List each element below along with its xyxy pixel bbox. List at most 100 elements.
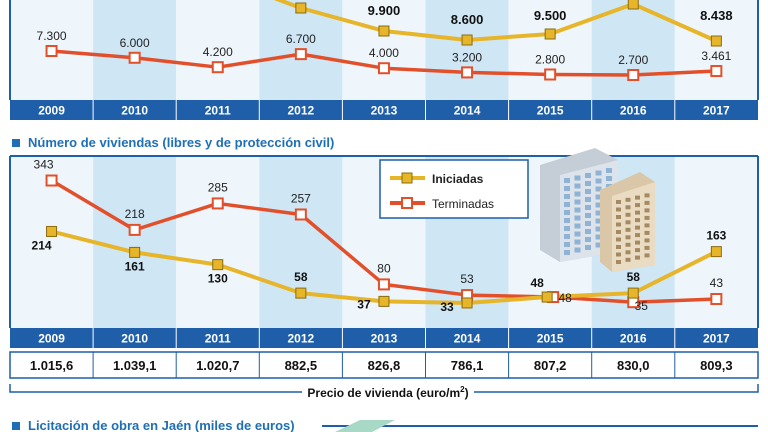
tower-window [585,213,591,218]
data-label-upper: 12.020 [613,0,653,1]
data-point-lower [627,69,640,82]
x-tick-label: 2014 [454,104,481,118]
x-tick-label: 2015 [537,332,564,346]
data-point-iniciadas [212,259,224,271]
tower-window [574,239,581,245]
tower-window [585,221,591,226]
data-point-upper [710,35,722,47]
data-label-lower: 4.000 [369,46,399,60]
data-point-iniciadas [710,246,722,258]
tower-window [595,170,602,176]
beige-tower-window [625,220,631,225]
data-label-iniciadas: 58 [627,270,641,284]
price-value: 1.039,1 [113,358,156,373]
legend-marker-iniciadas [401,172,413,184]
x-tick-label: 2017 [703,332,730,346]
price-caption-text: Precio de vivienda (euro/m [307,386,460,400]
beige-tower-window [635,225,640,230]
price-value: 830,0 [617,358,650,373]
tower-window [574,191,581,197]
data-point-terminadas [710,293,723,306]
tower-window [585,205,591,210]
x-tick-label: 2013 [371,332,398,346]
tower-window [564,226,570,231]
beige-tower-window [644,230,650,235]
x-tick-label: 2012 [287,332,314,346]
tower-window [595,194,602,200]
x-tick-label: 2016 [620,104,647,118]
x-tick-label: 2017 [703,104,730,118]
data-label-iniciadas: 130 [208,272,228,286]
x-tick-label: 2010 [121,104,148,118]
beige-tower-window [644,245,650,250]
data-label-lower: 7.300 [37,29,67,43]
data-label-terminadas: 43 [710,276,724,290]
beige-tower-window [625,205,631,210]
data-label-terminadas: 343 [34,158,54,172]
tower-window [595,210,602,216]
data-point-iniciadas [541,291,553,303]
tower-window [585,197,591,202]
beige-tower-window [635,255,640,260]
top-column-bg [176,0,260,100]
bottom-bullet [12,422,20,430]
beige-tower-window [625,250,631,255]
data-label-iniciadas: 37 [357,297,371,311]
data-point-upper [295,2,307,14]
x-tick-label: 2010 [121,332,148,346]
tower-window [574,207,581,213]
beige-tower-window [616,200,621,204]
tower-window [574,199,581,205]
data-point-upper [627,0,639,10]
bottom-section: Licitación de obra en Jaén (miles de eur… [12,418,758,432]
price-value: 882,5 [285,358,318,373]
data-point-lower [710,65,723,78]
data-point-upper [461,34,473,46]
data-label-terminadas: 80 [377,261,391,275]
top-year-bar [10,100,758,120]
beige-tower-window [625,257,631,262]
tower-window [606,168,612,173]
price-value: 809,3 [700,358,733,373]
beige-tower-window [635,233,640,238]
tower-window [595,186,602,192]
data-point-upper [378,25,390,37]
beige-tower-window [616,260,621,264]
tower-window [585,181,591,186]
data-label-terminadas: 257 [291,191,311,205]
tower-window [564,210,570,215]
data-label-terminadas: 218 [125,207,145,221]
tower-window [564,218,570,223]
data-label-upper: 9.500 [534,8,567,23]
tower-window [595,242,602,248]
beige-tower-window [644,253,650,258]
data-label-terminadas: 285 [208,180,228,194]
beige-tower-window [616,252,621,257]
data-label-lower: 6.000 [120,36,150,50]
data-point-lower [461,66,474,79]
price-value: 807,2 [534,358,567,373]
beige-tower-window [616,230,621,234]
tower-window [574,183,581,189]
x-tick-label: 2009 [38,332,65,346]
data-label-iniciadas: 48 [530,276,544,290]
beige-tower-window [644,215,650,220]
data-point-terminadas [45,174,58,187]
beige-tower-window [644,193,650,198]
beige-tower-window [625,212,631,217]
data-point-iniciadas [129,246,141,258]
x-tick-label: 2014 [454,332,481,346]
x-tick-label: 2012 [287,104,314,118]
legend: Iniciadas Terminadas [379,159,529,219]
data-point-iniciadas [627,287,639,299]
legend-marker-terminadas [401,197,413,209]
price-value: 826,8 [368,358,401,373]
section-bullet [12,139,20,147]
tower-window [595,178,602,184]
tower-window [564,250,570,255]
tower-window [564,234,570,239]
price-row: 1.015,6 1.039,1 1.020,7 882,5 826,8 786,1 807,… [9,351,759,400]
tower-window [585,189,591,194]
legend-label-terminadas: Terminadas [432,197,494,211]
